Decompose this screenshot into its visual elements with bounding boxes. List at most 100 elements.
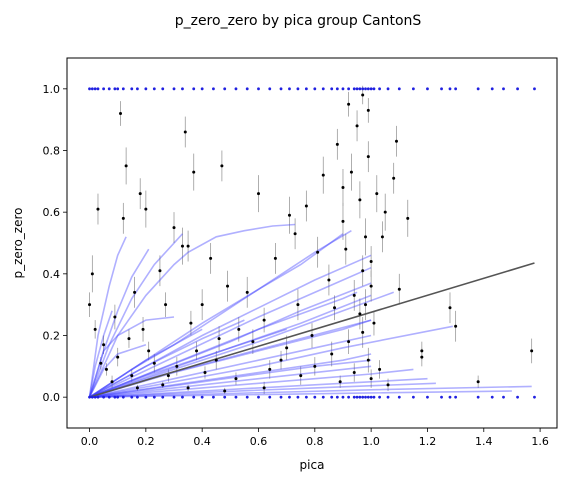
data-point-zero — [313, 395, 317, 399]
x-tick-label: 1.2 — [419, 435, 437, 448]
data-point-top — [102, 87, 106, 91]
data-point — [349, 170, 353, 174]
data-point-top — [361, 87, 365, 91]
fit-curve — [89, 382, 436, 398]
data-point-top — [113, 87, 117, 91]
x-tick-label: 0.8 — [306, 435, 324, 448]
data-point — [209, 256, 213, 260]
data-point — [93, 327, 97, 331]
fit-curve — [89, 291, 394, 398]
x-tick-label: 1.4 — [475, 435, 493, 448]
y-tick-label: 0.4 — [43, 268, 61, 281]
data-point-zero — [172, 395, 176, 399]
data-point — [369, 377, 373, 381]
data-point — [361, 330, 365, 334]
data-point — [364, 235, 368, 239]
fit-curve — [89, 328, 287, 398]
data-point-top — [88, 87, 91, 91]
data-point — [364, 303, 368, 307]
data-point-top — [234, 87, 238, 91]
data-point — [189, 321, 193, 325]
data-point-top — [223, 87, 227, 91]
data-point — [378, 367, 382, 371]
data-point-zero — [341, 395, 345, 399]
data-point — [369, 260, 373, 263]
data-point — [397, 287, 401, 291]
y-tick-label: 0.8 — [43, 145, 61, 158]
data-point-zero — [90, 395, 94, 399]
data-point-zero — [448, 395, 452, 399]
data-point-top — [364, 87, 367, 91]
data-point-top — [341, 87, 345, 91]
data-point-zero — [533, 395, 536, 399]
y-axis-ticks: 0.0 0.2 0.4 0.6 0.8 1.0 — [43, 83, 67, 404]
data-point — [341, 219, 345, 223]
data-point-zero — [358, 395, 362, 399]
data-point — [285, 346, 289, 350]
data-point-top — [116, 87, 120, 91]
data-point-zero — [490, 395, 494, 399]
fit-curve — [88, 233, 184, 398]
data-point — [361, 93, 365, 97]
data-point-zero — [361, 395, 365, 399]
data-point-zero — [378, 395, 381, 399]
x-tick-label: 1.6 — [531, 435, 549, 448]
y-axis-label: p_zero_zero — [11, 207, 25, 278]
data-point-zero — [181, 395, 184, 399]
data-point — [245, 290, 249, 294]
data-point — [287, 213, 291, 217]
data-point-zero — [454, 395, 458, 399]
data-point-top — [296, 87, 300, 91]
data-point — [375, 192, 379, 196]
data-point — [119, 112, 123, 115]
data-point — [152, 361, 156, 365]
fit-curve — [89, 334, 372, 398]
data-point-top — [355, 87, 359, 91]
data-point-zero — [152, 395, 156, 399]
data-point-top — [335, 87, 339, 91]
data-point-zero — [516, 395, 519, 399]
data-point — [183, 130, 187, 134]
data-point-zero — [107, 395, 111, 399]
data-point — [352, 293, 356, 297]
fit-curve — [89, 319, 245, 398]
data-point — [147, 349, 151, 353]
data-point-zero — [397, 395, 401, 399]
data-point — [366, 155, 370, 159]
y-tick-label: 0.6 — [43, 206, 61, 219]
fit-curve — [88, 236, 127, 398]
chart-title: p_zero_zero by pica group CantonS — [175, 13, 422, 29]
data-point-zero — [330, 395, 334, 399]
fit-curve — [89, 353, 372, 398]
data-point-zero — [161, 395, 165, 399]
data-point-zero — [476, 395, 480, 399]
data-point — [392, 176, 396, 180]
data-point-top — [347, 87, 351, 91]
data-point — [237, 327, 241, 331]
x-tick-label: 0.2 — [137, 435, 155, 448]
data-point — [166, 374, 170, 378]
data-point-top — [144, 87, 148, 91]
data-point — [234, 377, 238, 381]
fit-curve — [89, 385, 532, 398]
data-point — [273, 256, 277, 260]
data-point — [394, 139, 398, 143]
data-point — [102, 343, 106, 347]
data-point-top — [516, 87, 519, 91]
data-point-top — [288, 87, 291, 91]
data-point — [217, 337, 221, 341]
data-point — [406, 216, 410, 220]
data-point-top — [181, 87, 184, 91]
data-point-top — [369, 87, 373, 91]
data-point-zero — [257, 395, 260, 399]
data-point — [141, 327, 145, 331]
data-point — [338, 380, 342, 384]
data-point — [268, 367, 272, 371]
data-point — [186, 386, 190, 390]
data-point-top — [304, 87, 308, 91]
data-point-zero — [136, 395, 139, 399]
data-point-zero — [411, 395, 415, 399]
data-point-top — [321, 87, 325, 91]
data-point-top — [378, 87, 381, 91]
